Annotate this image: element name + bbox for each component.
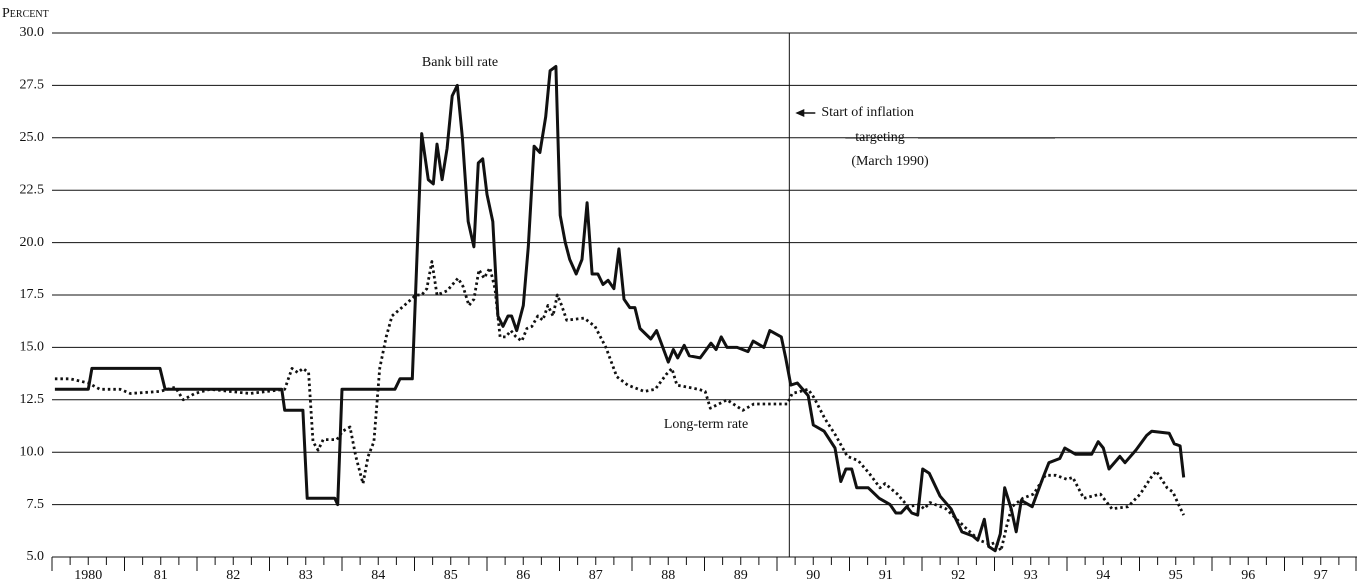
y-tick-label: 7.5 xyxy=(27,497,45,512)
y-tick-label: 17.5 xyxy=(20,287,45,302)
x-tick-label: 83 xyxy=(299,568,313,583)
x-tick-label: 82 xyxy=(226,568,240,583)
y-tick-label: 10.0 xyxy=(20,444,45,459)
annotation-text: Start of inflation xyxy=(821,105,914,120)
x-tick-label: 81 xyxy=(154,568,168,583)
x-tick-label: 84 xyxy=(371,568,385,583)
x-tick-label: 93 xyxy=(1024,568,1038,583)
x-tick-label: 94 xyxy=(1096,568,1110,583)
series-line xyxy=(54,65,1186,553)
y-tick-label: 5.0 xyxy=(27,549,45,564)
y-tick-label: 15.0 xyxy=(20,340,45,355)
x-tick-label: 97 xyxy=(1314,568,1328,583)
annotation-text: (March 1990) xyxy=(851,154,929,169)
y-tick-label: 27.5 xyxy=(20,78,45,93)
x-tick-label: 85 xyxy=(444,568,458,583)
annotation-text: targeting xyxy=(855,130,905,145)
y-tick-label: 20.0 xyxy=(20,235,45,250)
y-tick-label: 22.5 xyxy=(20,182,45,197)
x-tick-label: 95 xyxy=(1169,568,1183,583)
x-tick-label: 91 xyxy=(879,568,893,583)
series-label: Long-term rate xyxy=(664,417,748,432)
x-tick-label: 89 xyxy=(734,568,748,583)
x-tick-label: 86 xyxy=(516,568,530,583)
y-tick-label: 12.5 xyxy=(20,392,45,407)
x-tick-label: 1980 xyxy=(74,568,102,583)
series-label: Bank bill rate xyxy=(422,55,498,70)
y-axis-label: Percent xyxy=(2,6,49,21)
annotation-arrowhead xyxy=(795,109,805,117)
y-tick-label: 25.0 xyxy=(20,130,45,145)
x-tick-label: 88 xyxy=(661,568,675,583)
y-tick-label: 30.0 xyxy=(20,25,45,40)
series-line xyxy=(54,260,1185,553)
x-tick-label: 92 xyxy=(951,568,965,583)
x-tick-label: 87 xyxy=(589,568,603,583)
x-tick-label: 90 xyxy=(806,568,820,583)
x-tick-label: 96 xyxy=(1241,568,1255,583)
